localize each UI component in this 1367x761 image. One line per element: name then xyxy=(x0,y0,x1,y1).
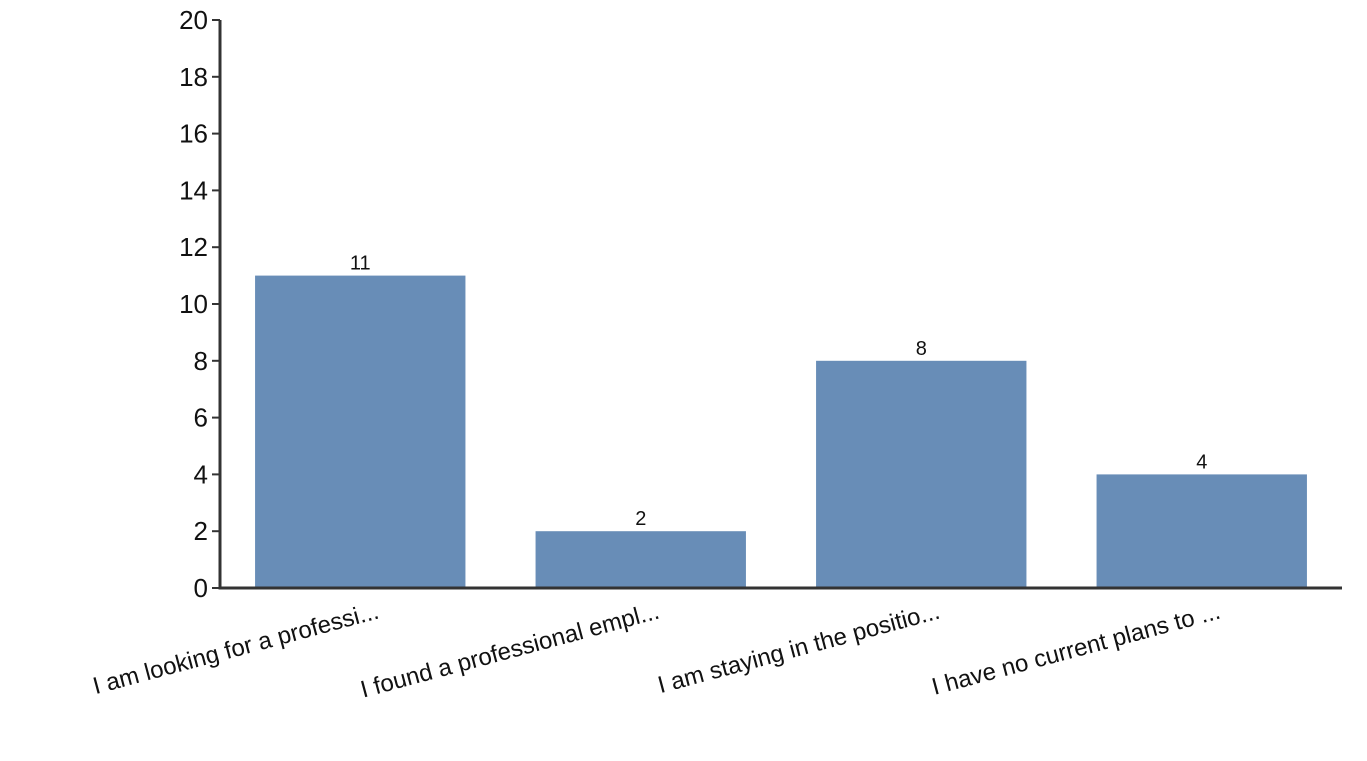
y-tick-label: 12 xyxy=(179,232,208,262)
y-tick-label: 6 xyxy=(194,403,208,433)
y-tick-label: 0 xyxy=(194,573,208,603)
bar xyxy=(535,531,746,588)
bar-value-label: 11 xyxy=(350,253,371,275)
bar-value-label: 8 xyxy=(916,338,927,360)
y-tick-label: 8 xyxy=(194,346,208,376)
bars xyxy=(255,275,1307,588)
x-axis-category-labels: I am looking for a professi...I found a … xyxy=(90,598,1223,704)
bar-value-label: 2 xyxy=(635,508,646,530)
y-tick-label: 4 xyxy=(194,459,208,489)
y-tick-label: 2 xyxy=(194,516,208,546)
bar-value-label: 4 xyxy=(1196,451,1207,473)
y-tick-label: 18 xyxy=(179,62,208,92)
bar xyxy=(816,360,1027,588)
x-category-label: I am looking for a professi... xyxy=(90,598,382,700)
bar xyxy=(255,275,466,588)
y-tick-label: 20 xyxy=(179,5,208,35)
x-category-label: I have no current plans to ... xyxy=(929,598,1223,701)
x-category-label: I am staying in the positio... xyxy=(655,598,943,699)
x-category-label: I found a professional empl... xyxy=(358,598,663,704)
y-tick-label: 14 xyxy=(179,175,208,205)
bar xyxy=(1096,474,1307,588)
y-axis-ticks: 0 2 4 6 8 10 12 14 16 18 20 xyxy=(179,5,220,603)
bar-value-labels: 11 2 8 4 xyxy=(350,253,1207,531)
y-tick-label: 16 xyxy=(179,119,208,149)
y-tick-label: 10 xyxy=(179,289,208,319)
